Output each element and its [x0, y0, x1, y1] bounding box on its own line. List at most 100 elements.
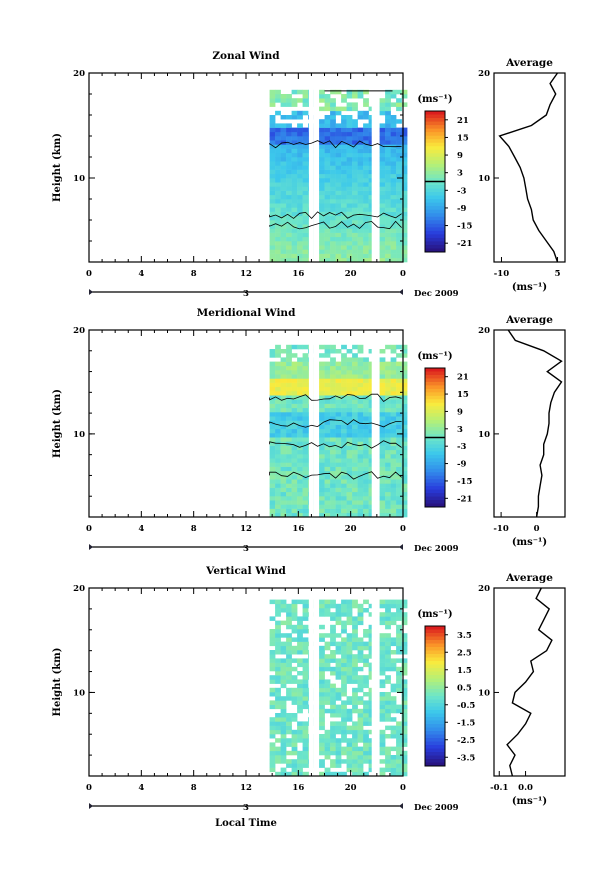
heatmap-cell	[390, 378, 397, 383]
heatmap-cell	[324, 479, 331, 484]
heatmap-cell	[363, 746, 369, 752]
heatmap-cell	[368, 479, 375, 484]
heatmap-cell	[302, 199, 309, 204]
heatmap-cell	[302, 599, 309, 605]
heatmap-cell	[341, 612, 347, 617]
heatmap-cell	[379, 500, 386, 505]
heatmap-cell	[286, 157, 292, 162]
heatmap-cell	[275, 416, 281, 421]
y-axis-label: Height (km)	[52, 648, 63, 717]
heatmap-cell	[280, 508, 287, 514]
heatmap-cell	[390, 403, 397, 409]
heatmap-cell	[324, 182, 331, 187]
heatmap-cell	[297, 382, 303, 388]
heatmap-cell	[357, 491, 364, 497]
heatmap-cell	[286, 161, 292, 166]
heatmap-cell	[396, 750, 402, 756]
heatmap-cell	[346, 395, 353, 400]
x-tick-label: 16	[292, 269, 304, 279]
colorbar-segment	[425, 378, 445, 383]
heatmap-cell	[385, 249, 391, 254]
heatmap-cell	[368, 190, 375, 196]
heatmap-cell	[396, 512, 402, 518]
heatmap-cell	[269, 654, 276, 659]
heatmap-cell	[357, 641, 364, 647]
heatmap-cell	[357, 620, 364, 626]
heatmap-cell	[363, 232, 369, 238]
heatmap-cell	[335, 349, 342, 354]
heatmap-cell	[363, 249, 369, 254]
heatmap-cell	[275, 395, 281, 400]
heatmap-cell	[291, 370, 298, 375]
heatmap-cell	[280, 424, 287, 430]
heatmap-cell	[269, 662, 276, 668]
heatmap-cell	[368, 462, 375, 467]
heatmap-cell	[363, 190, 369, 196]
heatmap-cell	[352, 658, 358, 663]
heatmap-cell	[302, 245, 309, 250]
heatmap-cell	[286, 449, 292, 455]
heatmap-cell	[396, 466, 402, 472]
heatmap-cell	[385, 224, 391, 229]
heatmap-cell	[396, 650, 402, 655]
heatmap-cell	[379, 253, 386, 259]
heatmap-cell	[379, 110, 386, 116]
heatmap-cell	[330, 344, 336, 350]
heatmap-cell	[396, 755, 402, 760]
data-gap	[371, 588, 377, 776]
heatmap-cell	[368, 241, 375, 246]
heatmap-cell	[280, 102, 287, 107]
colorbar-segment	[425, 192, 445, 197]
heatmap-cell	[286, 721, 292, 726]
heatmap-cell	[335, 746, 342, 752]
heatmap-cell	[385, 169, 391, 175]
heatmap-cell	[341, 215, 347, 221]
heatmap-cell	[330, 161, 336, 166]
heatmap-cell	[319, 253, 325, 259]
heatmap-cell	[324, 641, 331, 647]
heatmap-cell	[390, 119, 397, 124]
heatmap-cell	[297, 437, 303, 442]
heatmap-cell	[401, 232, 408, 238]
heatmap-cell	[330, 89, 336, 95]
heatmap-cell	[291, 157, 298, 162]
heatmap-cell	[324, 236, 331, 242]
heatmap-cell	[363, 391, 369, 396]
heatmap-cell	[352, 428, 358, 434]
heatmap-cell	[280, 374, 287, 379]
heatmap-cell	[379, 441, 386, 446]
heatmap-cell	[346, 449, 353, 455]
heatmap-cell	[363, 470, 369, 476]
heatmap-cell	[401, 433, 408, 438]
heatmap-cell	[302, 466, 309, 472]
heatmap-cell	[324, 161, 331, 166]
heatmap-cell	[280, 420, 287, 425]
heatmap-cell	[401, 759, 408, 764]
heatmap-cell	[401, 186, 408, 191]
heatmap-cell	[368, 123, 375, 128]
heatmap-cell	[390, 232, 397, 238]
y-tick-label: 20	[73, 69, 85, 79]
heatmap-cell	[396, 161, 402, 166]
heatmap-cell	[352, 119, 358, 124]
colorbar-segment	[425, 209, 445, 214]
heatmap-cell	[324, 700, 331, 705]
heatmap-cell	[385, 161, 391, 166]
heatmap-cell	[291, 491, 298, 497]
heatmap-cell	[302, 215, 309, 221]
heatmap-cell	[324, 199, 331, 204]
heatmap-cell	[269, 666, 276, 672]
heatmap-cell	[379, 504, 386, 509]
heatmap-cell	[280, 173, 287, 179]
heatmap-cell	[390, 449, 397, 455]
heatmap-cell	[280, 382, 287, 388]
heatmap-cell	[357, 420, 364, 425]
heatmap-cell	[269, 136, 276, 141]
heatmap-cell	[401, 441, 408, 446]
heatmap-cell	[357, 199, 364, 204]
heatmap-cell	[324, 365, 331, 371]
heatmap-cell	[401, 178, 408, 183]
heatmap-cell	[286, 454, 292, 459]
heatmap-cell	[396, 771, 402, 777]
